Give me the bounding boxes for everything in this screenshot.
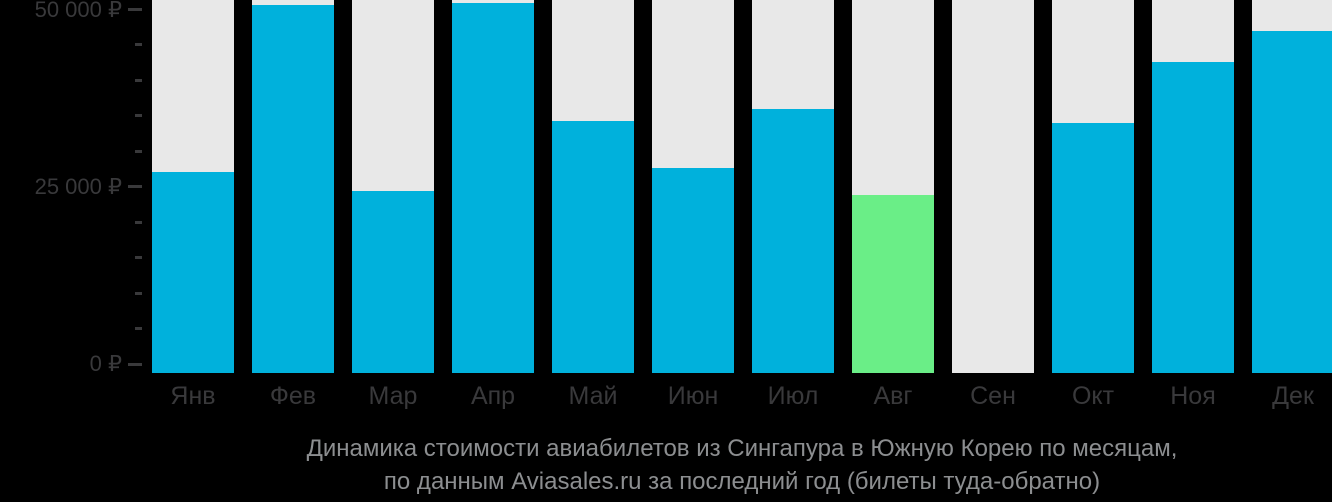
x-axis-label: Апр bbox=[470, 382, 516, 410]
x-axis-label: Дек bbox=[1272, 382, 1314, 410]
bar-column-Фев[interactable]: Фев bbox=[252, 0, 334, 410]
y-minor-tick bbox=[135, 78, 142, 82]
x-axis-label: Ноя bbox=[1170, 382, 1216, 410]
y-minor-tick bbox=[135, 256, 142, 260]
bar-value-highlight bbox=[852, 194, 934, 373]
bar-column-Ноя[interactable]: Ноя bbox=[1152, 0, 1234, 410]
bar-column-Июн[interactable]: Июн bbox=[652, 0, 734, 410]
y-minor-tick bbox=[135, 291, 142, 295]
caption-line-1: Динамика стоимости авиабилетов из Сингап… bbox=[306, 435, 1178, 462]
y-minor-tick bbox=[135, 114, 142, 118]
x-axis-label: Янв bbox=[170, 382, 216, 410]
y-axis-label-25000: 25 000 ₽ bbox=[34, 173, 122, 199]
bar-value bbox=[352, 191, 434, 373]
bar-column-Авг[interactable]: Авг bbox=[852, 0, 934, 410]
x-axis-label: Мар bbox=[368, 382, 418, 410]
bar-value bbox=[752, 108, 834, 373]
bar-column-Янв[interactable]: Янв bbox=[152, 0, 234, 410]
x-axis-label: Окт bbox=[1071, 382, 1115, 410]
caption-line-2: по данным Aviasales.ru за последний год … bbox=[383, 468, 1101, 495]
y-minor-tick bbox=[135, 43, 142, 47]
x-axis-label: Авг bbox=[873, 382, 913, 410]
bar-column-Апр[interactable]: Апр bbox=[452, 0, 534, 410]
x-axis-label: Сен bbox=[970, 382, 1016, 410]
bar-value bbox=[552, 120, 634, 373]
bar-column-Сен[interactable]: Сен bbox=[952, 0, 1034, 410]
bar-value bbox=[152, 171, 234, 373]
bar-column-Окт[interactable]: Окт bbox=[1052, 0, 1134, 410]
bar-value bbox=[1152, 61, 1234, 373]
y-axis-label-50000: 50 000 ₽ bbox=[34, 0, 122, 22]
x-axis-label: Июл bbox=[767, 382, 819, 410]
y-minor-tick bbox=[135, 149, 142, 153]
y-minor-tick bbox=[135, 327, 142, 331]
x-axis-label: Май bbox=[568, 382, 618, 410]
bar-value bbox=[1252, 31, 1332, 373]
bar-column-Июл[interactable]: Июл bbox=[752, 0, 834, 410]
y-major-tick bbox=[128, 362, 142, 366]
y-major-tick bbox=[128, 8, 142, 11]
x-axis-label: Фев bbox=[269, 382, 317, 410]
y-minor-tick bbox=[135, 220, 142, 224]
chart-caption: Динамика стоимости авиабилетов из Сингап… bbox=[152, 432, 1332, 498]
y-axis-label-0: 0 ₽ bbox=[89, 351, 122, 376]
x-axis-label: Июн bbox=[667, 382, 719, 410]
bar-track bbox=[952, 0, 1034, 373]
bar-column-Дек[interactable]: Дек bbox=[1252, 0, 1332, 410]
bar-value bbox=[652, 168, 734, 373]
y-major-tick bbox=[128, 185, 142, 189]
bar-value bbox=[252, 4, 334, 373]
bar-column-Мар[interactable]: Мар bbox=[352, 0, 434, 410]
bar-column-Май[interactable]: Май bbox=[552, 0, 634, 410]
bar-value bbox=[452, 3, 534, 373]
bar-value bbox=[1052, 122, 1134, 373]
